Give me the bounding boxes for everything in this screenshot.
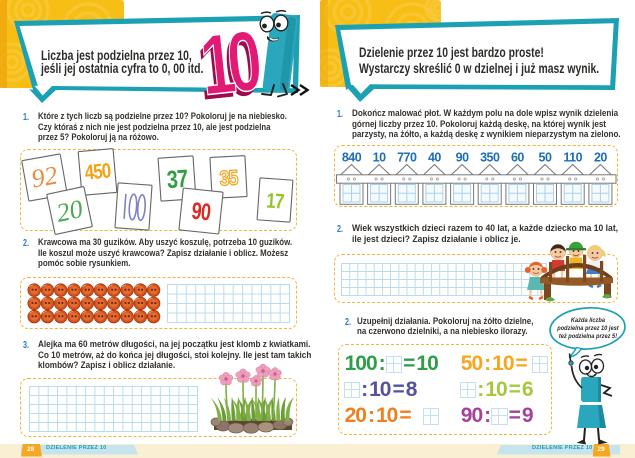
svg-text:20: 20 <box>54 194 85 228</box>
svg-text:60: 60 <box>511 151 524 165</box>
svg-text:35: 35 <box>219 166 239 191</box>
svg-text:92: 92 <box>29 160 60 193</box>
svg-text:350: 350 <box>480 151 500 165</box>
svg-text:90: 90 <box>456 151 469 165</box>
svg-text:17: 17 <box>266 190 285 214</box>
svg-text:37: 37 <box>166 165 189 194</box>
svg-text:10: 10 <box>196 12 265 113</box>
svg-text:840: 840 <box>342 151 362 165</box>
svg-text:110: 110 <box>563 151 582 165</box>
svg-text:90: 90 <box>190 198 211 226</box>
svg-text:50: 50 <box>539 151 552 165</box>
svg-text:20: 20 <box>594 151 607 165</box>
svg-text:10: 10 <box>373 151 386 165</box>
svg-text:40: 40 <box>428 151 441 165</box>
svg-text:770: 770 <box>397 151 417 165</box>
svg-text:450: 450 <box>84 160 112 185</box>
